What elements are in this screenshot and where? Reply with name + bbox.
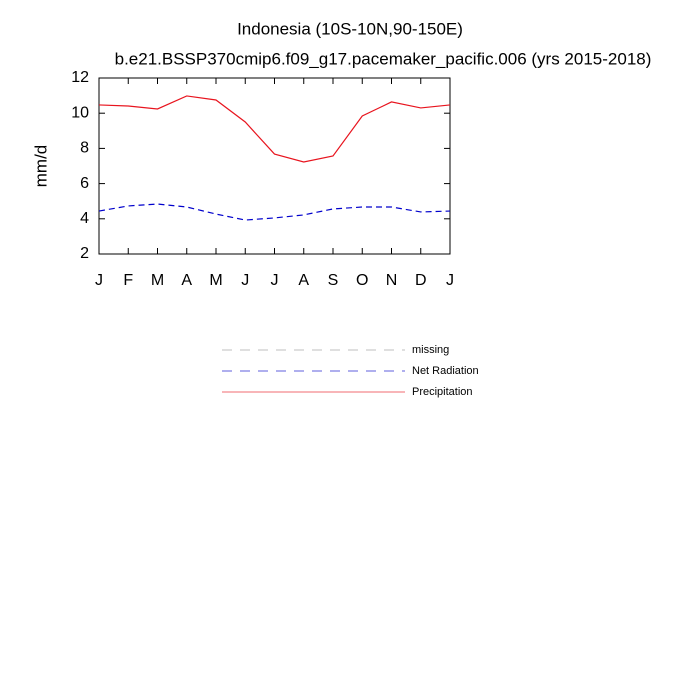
x-tick-label: A xyxy=(298,272,309,289)
legend-label: Precipitation xyxy=(412,386,473,398)
y-tick-label: 8 xyxy=(80,140,89,157)
chart-title: Indonesia (10S-10N,90-150E) xyxy=(237,19,463,38)
chart-subtitle: b.e21.BSSP370cmip6.f09_g17.pacemaker_pac… xyxy=(115,49,652,68)
x-tick-label: J xyxy=(241,272,249,289)
series-line xyxy=(98,203,451,221)
series-line xyxy=(98,95,451,163)
x-tick-label: J xyxy=(271,272,279,289)
y-tick-label: 6 xyxy=(80,175,89,192)
legend-label: missing xyxy=(412,344,449,356)
x-tick-label: F xyxy=(123,272,133,289)
plot-frame xyxy=(98,77,451,255)
x-tick-label: M xyxy=(151,272,164,289)
y-tick-label: 2 xyxy=(80,245,89,262)
x-tick-label: J xyxy=(446,272,454,289)
x-tick-label: S xyxy=(328,272,339,289)
x-tick-label: D xyxy=(415,272,427,289)
x-tick-label: A xyxy=(181,272,192,289)
x-tick-label: M xyxy=(209,272,222,289)
x-tick-label: O xyxy=(356,272,368,289)
x-tick-label: J xyxy=(95,272,103,289)
y-axis-label: mm/d xyxy=(31,145,50,188)
y-tick-label: 10 xyxy=(71,104,89,121)
x-tick-label: N xyxy=(386,272,398,289)
y-tick-label: 12 xyxy=(71,69,89,86)
y-tick-label: 4 xyxy=(80,210,89,227)
legend-label: Net Radiation xyxy=(412,365,479,377)
